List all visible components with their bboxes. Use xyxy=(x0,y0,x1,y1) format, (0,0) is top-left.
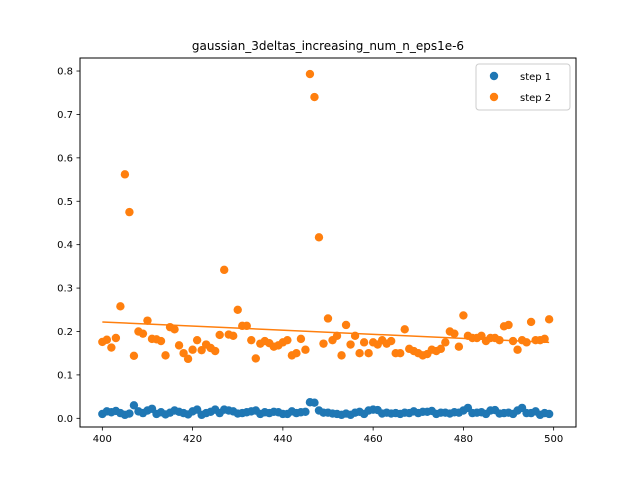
data-point xyxy=(283,335,292,345)
data-point xyxy=(359,338,369,347)
data-point xyxy=(107,343,116,352)
data-point xyxy=(323,314,333,323)
data-point xyxy=(192,335,202,345)
data-point xyxy=(310,92,319,102)
x-tick-label: 460 xyxy=(364,434,383,445)
data-point xyxy=(102,335,112,344)
x-axis: 400 420 440 460 480 500 xyxy=(93,427,563,445)
data-point xyxy=(526,317,536,327)
plot-area xyxy=(79,57,577,428)
data-point xyxy=(120,170,130,179)
data-point xyxy=(301,345,310,354)
data-point xyxy=(161,351,170,360)
y-tick-label: 0.3 xyxy=(57,284,73,295)
chart-title: gaussian_3deltas_increasing_num_n_eps1e-… xyxy=(192,39,464,53)
axes-frame xyxy=(79,57,577,428)
data-point xyxy=(301,407,310,417)
y-tick-label: 0.0 xyxy=(57,414,73,425)
data-point xyxy=(459,311,468,320)
data-point xyxy=(540,334,549,344)
data-point xyxy=(346,340,355,349)
data-point xyxy=(332,331,342,341)
legend-marker xyxy=(489,92,499,102)
data-point xyxy=(210,346,220,356)
data-point xyxy=(183,354,193,364)
data-point xyxy=(179,349,188,358)
data-point xyxy=(233,305,242,314)
data-point xyxy=(174,341,184,350)
data-point xyxy=(450,329,459,338)
data-point xyxy=(396,349,405,358)
data-point xyxy=(170,325,179,334)
x-tick-label: 480 xyxy=(454,434,473,445)
data-point xyxy=(544,409,554,419)
data-point xyxy=(441,338,450,347)
y-tick-label: 0.7 xyxy=(57,110,73,121)
data-point xyxy=(364,349,373,358)
data-point xyxy=(296,334,306,344)
data-point xyxy=(544,315,554,324)
data-point xyxy=(188,345,197,354)
data-point xyxy=(305,69,315,79)
x-tick-label: 440 xyxy=(273,434,292,445)
x-tick-label: 400 xyxy=(93,434,112,445)
data-point xyxy=(355,349,364,358)
legend: step 1 step 2 xyxy=(475,63,571,111)
data-point xyxy=(229,331,238,341)
legend-marker xyxy=(489,71,499,81)
data-point xyxy=(292,349,301,358)
legend-label: step 1 xyxy=(520,72,551,83)
data-point xyxy=(125,409,134,418)
data-point xyxy=(111,333,121,343)
data-point xyxy=(400,325,409,334)
data-point xyxy=(319,339,328,348)
data-point xyxy=(219,265,229,275)
data-point xyxy=(251,354,260,363)
y-tick-label: 0.8 xyxy=(57,67,73,78)
legend-label: step 2 xyxy=(520,93,551,104)
data-point xyxy=(247,335,256,345)
data-point xyxy=(310,398,319,407)
legend-box xyxy=(475,63,571,111)
data-point xyxy=(522,338,531,347)
y-tick-label: 0.6 xyxy=(57,153,73,164)
data-point xyxy=(454,342,464,351)
data-point xyxy=(386,336,396,346)
data-point xyxy=(504,320,513,330)
data-point xyxy=(337,351,346,360)
y-tick-label: 0.1 xyxy=(57,370,73,381)
data-point xyxy=(215,330,224,340)
trendline xyxy=(102,321,550,344)
x-tick-label: 500 xyxy=(544,434,563,445)
data-point xyxy=(156,336,166,346)
data-point xyxy=(129,401,139,410)
data-point xyxy=(513,345,522,354)
y-tick-label: 0.5 xyxy=(57,197,73,208)
data-point xyxy=(143,316,152,325)
data-point xyxy=(436,344,446,354)
data-point xyxy=(341,320,351,330)
data-point xyxy=(138,329,148,338)
series-1 xyxy=(98,398,554,420)
data-point xyxy=(125,207,134,217)
data-point xyxy=(116,302,125,311)
x-tick-label: 420 xyxy=(183,434,202,445)
y-tick-label: 0.4 xyxy=(57,240,73,251)
data-point xyxy=(197,345,206,355)
y-axis: 0.0 0.1 0.2 0.3 0.4 0.5 0.6 0.7 0.8 xyxy=(57,67,80,425)
series-layer xyxy=(98,69,554,420)
data-point xyxy=(129,351,139,361)
data-point xyxy=(314,233,324,242)
trendline-layer xyxy=(102,321,550,344)
y-tick-label: 0.2 xyxy=(57,327,73,338)
